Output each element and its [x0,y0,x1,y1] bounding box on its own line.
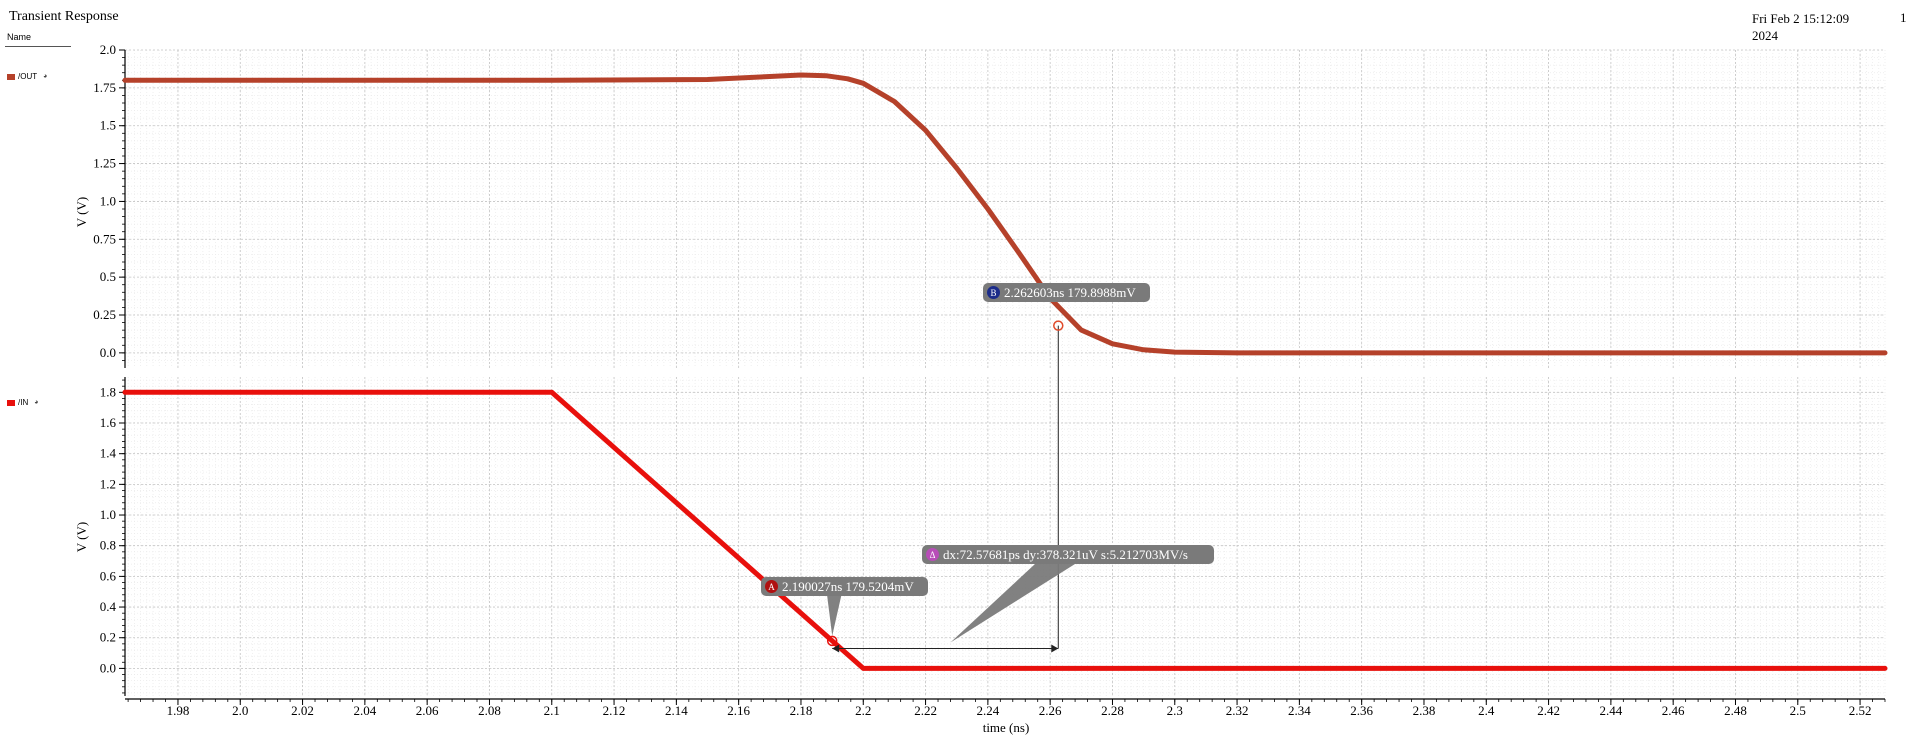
delta-label-text: dx:72.57681ps dy:378.321uV s:5.212703MV/… [943,547,1188,562]
y-tick-label-in: 1.6 [100,415,117,430]
x-tick-label: 2.14 [665,703,688,718]
marker-b-label-text: 2.262603ns 179.8988mV [1004,285,1136,300]
delta-label-badge [926,548,939,561]
legend-item-out[interactable]: /OUT ◕ [7,72,47,81]
legend-item-in[interactable]: /IN ◕ [7,398,38,407]
x-tick-label: 2.16 [727,703,750,718]
y-tick-label-in: 0.0 [100,660,116,675]
x-tick-label: 2.28 [1101,703,1124,718]
marker-a-label-pointer [827,596,842,636]
x-tick-label: 2.22 [914,703,937,718]
date-line-2: 2024 [1752,28,1778,43]
x-tick-label: 2.34 [1288,703,1311,718]
x-tick-label: 1.98 [167,703,190,718]
y-tick-label-out: 1.5 [100,118,116,133]
page-number: 1 [1900,10,1907,25]
y-tick-label-in: 0.8 [100,538,116,553]
x-tick-label: 2.04 [353,703,376,718]
chart-title: Transient Response [9,9,119,24]
marker-a-label-box [761,577,928,596]
marker-b-point[interactable] [1053,320,1064,331]
x-tick-label: 2.24 [976,703,999,718]
x-tick-label: 2.36 [1350,703,1373,718]
x-tick-label: 2.2 [855,703,871,718]
y-tick-label-out: 1.0 [100,193,116,208]
name-column-divider [5,46,71,47]
legend-label-in: /IN [18,398,29,407]
marker-b-label[interactable]: B 2.262603ns 179.8988mV [983,283,1150,302]
date-line-1: Fri Feb 2 15:12:09 [1752,11,1850,26]
y-tick-label-in: 1.8 [100,384,116,399]
y-tick-label-in: 1.0 [100,507,116,522]
marker-a-point[interactable] [826,635,838,647]
x-tick-label: 2.1 [544,703,560,718]
x-tick-label: 2.46 [1662,703,1685,718]
marker-b-label-badge [987,286,1000,299]
y-tick-label-out: 1.25 [93,156,116,171]
grid [125,49,1886,696]
in-color-swatch [7,399,15,406]
y-tick-label-in: 0.4 [100,599,117,614]
series-line-out[interactable] [122,72,1888,356]
x-tick-label: 2.44 [1600,703,1623,718]
y-axis-title-top: V (V) [74,197,89,227]
x-tick-label: 2.5 [1790,703,1806,718]
delta-arrow-right [1051,644,1059,653]
y-tick-label-out: 0.0 [100,345,116,360]
x-tick-label: 2.06 [416,703,439,718]
marker-a-label[interactable]: A 2.190027ns 179.5204mV [761,577,928,636]
y-tick-label-in: 1.2 [100,476,116,491]
x-tick-label: 2.0 [232,703,248,718]
eye-icon[interactable]: ◕ [34,399,39,406]
y-tick-label-out: 1.75 [93,80,116,95]
delta-label-pointer [950,564,1075,643]
marker-a-label-badge [765,580,778,593]
x-tick-label: 2.18 [790,703,813,718]
x-tick-label: 2.08 [478,703,501,718]
delta-arrow-left [832,644,840,653]
y-tick-label-out: 0.25 [93,307,116,322]
markers[interactable]: B 2.262603ns 179.8988mV A 2.190027ns 179.52… [761,283,1214,653]
eye-icon[interactable]: ◕ [43,73,48,80]
marker-b-label-box [983,283,1150,302]
y-axis-title-bottom: V (V) [74,522,89,552]
marker-a-label-badge-label: A [768,582,775,592]
x-tick-label: 2.26 [1039,703,1062,718]
delta-label-badge-label: Δ [930,550,936,560]
x-tick-label: 2.38 [1413,703,1436,718]
y-tick-label-in: 0.6 [100,568,117,583]
x-tick-label: 2.42 [1537,703,1560,718]
series [122,72,1888,671]
series-line-in[interactable] [122,389,1888,671]
x-tick-label: 2.3 [1167,703,1183,718]
print-date: Fri Feb 2 15:12:09 2024 [1752,10,1862,44]
out-color-swatch [7,73,15,80]
x-axis-title: time (ns) [983,720,1030,735]
y-tick-label-out: 2.0 [100,42,116,57]
x-tick-label: 2.48 [1724,703,1747,718]
delta-label-box [922,545,1214,564]
y-tick-label-in: 1.4 [100,446,117,461]
name-column-header: Name [7,32,32,42]
x-tick-label: 2.32 [1226,703,1249,718]
x-tick-label: 2.02 [291,703,314,718]
x-tick-label: 2.12 [603,703,626,718]
axes: 0.0 0.25 0.5 0.75 1.0 1.25 1.5 1.75 2.0 0.0 0.2 0.4… [93,42,1886,718]
marker-b-label-badge-label: B [990,288,996,298]
y-tick-label-in: 0.2 [100,630,116,645]
marker-a-label-text: 2.190027ns 179.5204mV [782,579,914,594]
y-tick-label-out: 0.75 [93,231,116,246]
y-tick-label-out: 0.5 [100,269,116,284]
x-tick-label: 2.52 [1849,703,1872,718]
legend-label-out: /OUT [18,72,38,81]
x-tick-label: 2.4 [1478,703,1495,718]
